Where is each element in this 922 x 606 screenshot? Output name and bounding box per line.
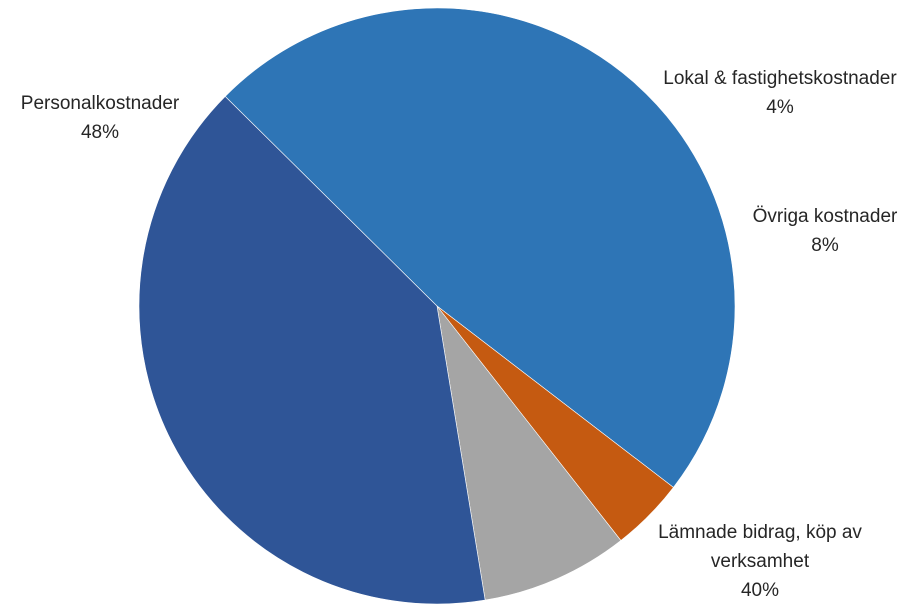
pie-slice-ovriga-kostnader [436,305,622,601]
data-label-ovriga-kostnader: Övriga kostnader 8% [753,206,898,256]
pie-slices [138,7,736,605]
data-label-personalkostnader: Personalkostnader 48% [21,93,180,143]
pie-labels: Personalkostnader 48% Lokal & fastighetsko… [21,68,898,601]
data-label-lamnade-bidrag-kop-av-verksamhet: Lämnade bidrag, köp av verksamhet 40% [658,522,862,601]
pie-slice-lamnade-bidrag-kop-av-verksamhet [138,95,486,605]
data-label-lokal-and-fastighetskostnader: Lokal & fastighetskostnader 4% [663,68,897,118]
pie-slice-personalkostnader [224,7,736,488]
